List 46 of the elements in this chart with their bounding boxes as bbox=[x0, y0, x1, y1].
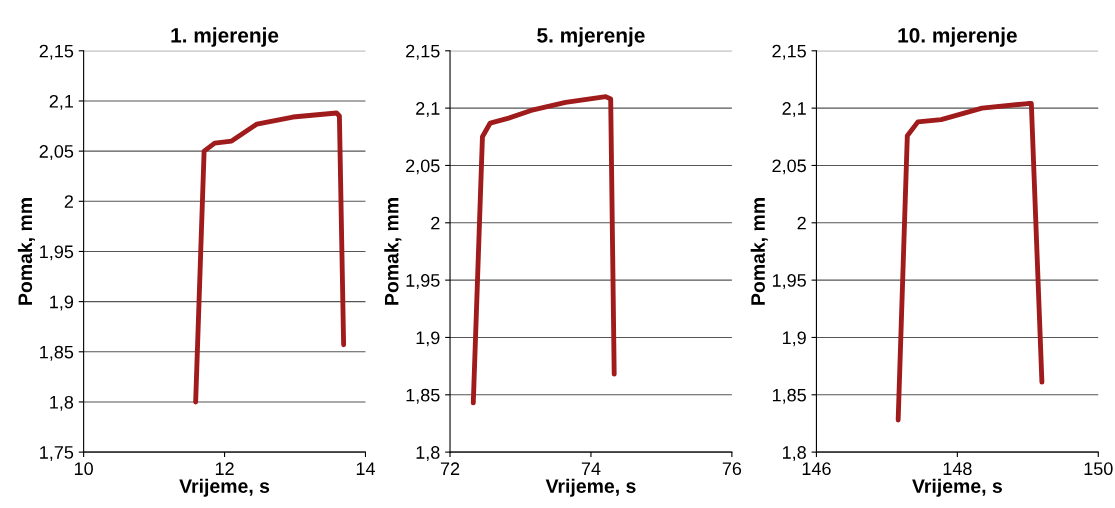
y-tick-label: 2,15 bbox=[39, 44, 74, 60]
y-axis-title: Pomak, mm bbox=[750, 198, 768, 305]
y-tick-label: 2,1 bbox=[49, 94, 74, 110]
y-tick-label: 1,95 bbox=[40, 245, 74, 261]
y-tick-label: 2 bbox=[64, 195, 73, 208]
y-tick-label: 1,9 bbox=[782, 331, 806, 347]
x-tick-label: 146 bbox=[802, 462, 831, 476]
y-tick-label: 1,85 bbox=[40, 345, 74, 361]
x-axis-title: Vrijeme, s bbox=[912, 478, 1002, 497]
y-axis-title: Pomak, mm bbox=[384, 198, 402, 305]
chart-title: 1. mjerenje bbox=[171, 27, 279, 47]
x-tick-label: 72 bbox=[440, 462, 460, 475]
y-tick-label: 1,8 bbox=[782, 446, 806, 461]
y-tick-label: 2,1 bbox=[416, 102, 440, 117]
x-tick-label: 150 bbox=[1084, 462, 1113, 476]
x-tick-label: 14 bbox=[356, 462, 375, 475]
y-tick-label: 2 bbox=[797, 216, 806, 230]
y-tick-label: 1,85 bbox=[406, 388, 440, 404]
y-tick-label: 1,8 bbox=[50, 395, 74, 411]
x-axis-title: Vrijeme, s bbox=[179, 478, 270, 497]
y-tick-label: 1,95 bbox=[406, 274, 440, 289]
y-axis-title: Pomak, mm bbox=[17, 198, 35, 305]
y-tick-label: 2,15 bbox=[406, 44, 440, 60]
y-tick-label: 1,75 bbox=[40, 446, 74, 461]
line-series bbox=[895, 101, 1045, 423]
x-axis-title: Vrijeme, s bbox=[545, 478, 636, 497]
x-tick-label: 148 bbox=[943, 462, 972, 476]
x-tick-label: 10 bbox=[74, 462, 93, 476]
line-series bbox=[470, 94, 617, 406]
y-tick-label: 1,9 bbox=[416, 331, 440, 347]
y-tick-label: 1,85 bbox=[772, 388, 806, 404]
y-tick-label: 1,9 bbox=[50, 295, 74, 311]
y-tick-label: 1,8 bbox=[416, 446, 440, 461]
y-tick-label: 2,05 bbox=[39, 145, 74, 160]
x-tick-label: 12 bbox=[215, 462, 234, 475]
y-tick-label: 2,05 bbox=[406, 159, 440, 175]
x-tick-label: 76 bbox=[722, 462, 742, 476]
x-tick-label: 74 bbox=[581, 462, 601, 475]
y-tick-label: 2,15 bbox=[772, 44, 806, 60]
y-tick-label: 2,1 bbox=[782, 102, 806, 117]
y-tick-label: 1,95 bbox=[772, 274, 806, 289]
chart-title: 10. mjerenje bbox=[898, 27, 1017, 47]
y-tick-label: 2 bbox=[431, 216, 440, 230]
y-tick-label: 2,05 bbox=[772, 159, 806, 175]
line-series bbox=[193, 110, 347, 405]
chart-title: 5. mjerenje bbox=[537, 27, 645, 47]
